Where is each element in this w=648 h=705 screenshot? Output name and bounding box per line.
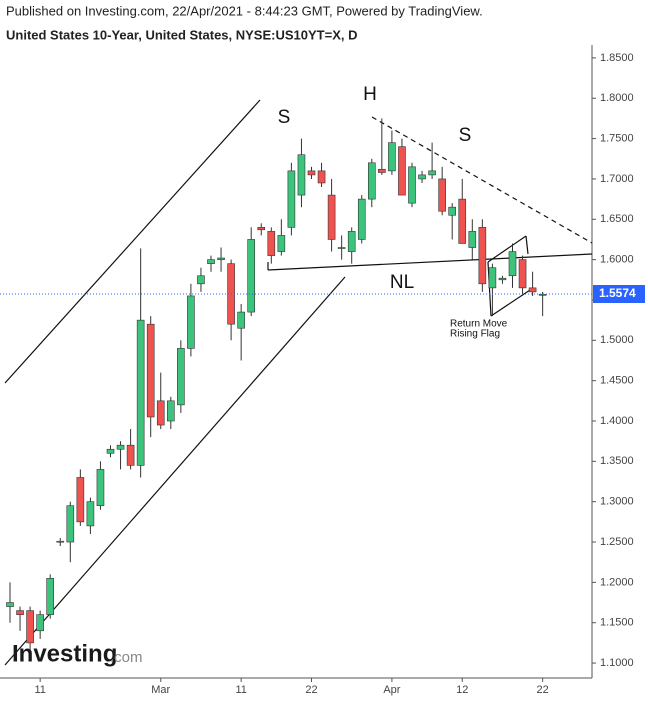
candle-body: [518, 259, 527, 289]
candle-body: [267, 231, 276, 256]
annotation: NL: [390, 272, 414, 293]
candle-body: [498, 277, 507, 281]
candle-body: [86, 501, 95, 527]
candle-body: [327, 194, 336, 240]
candle-body: [156, 400, 165, 426]
instrument-title: United States 10-Year, United States, NY…: [6, 27, 357, 42]
x-tick-label: 11: [235, 684, 246, 696]
y-tick-label: 1.2500: [600, 536, 634, 548]
lower-channel: [4, 276, 346, 666]
y-tick-label: 1.2000: [600, 576, 634, 588]
y-tick-label: 1.7000: [600, 173, 634, 185]
candle-body: [26, 610, 34, 644]
candle-body: [398, 146, 406, 196]
candle-body: [6, 602, 14, 607]
candle-body: [257, 227, 266, 231]
candle-body: [197, 275, 205, 285]
candle-body: [378, 168, 386, 173]
candle-body: [106, 448, 115, 454]
candle-body: [317, 170, 326, 184]
y-tick-label: 1.1000: [600, 657, 634, 669]
candle-body: [367, 162, 376, 200]
candle-body: [458, 198, 467, 244]
descending-line: [371, 116, 593, 244]
candle-body: [207, 259, 215, 264]
candle-body: [146, 323, 155, 418]
annotation: S: [278, 107, 291, 128]
candle-body: [468, 231, 477, 248]
candle-body: [488, 267, 497, 289]
candle-body: [448, 206, 457, 216]
candle-body: [388, 142, 396, 172]
y-tick-label: 1.1500: [600, 617, 634, 629]
x-tick-label: Mar: [151, 684, 170, 696]
y-tick-label: 1.4000: [600, 415, 634, 427]
x-tick-label: Apr: [383, 684, 400, 696]
candle-body: [16, 610, 24, 615]
candle-body: [307, 170, 316, 176]
candle-body: [136, 319, 145, 466]
candle-body: [217, 257, 225, 260]
candle-body: [357, 198, 366, 240]
candle-body: [96, 469, 105, 507]
candle-body: [428, 170, 436, 176]
y-tick-label: 1.6500: [600, 213, 634, 225]
annotation: Rising Flag: [450, 329, 500, 340]
candle-body: [528, 287, 537, 293]
candle-body: [46, 578, 55, 615]
annotation: S: [459, 125, 472, 146]
candle-body: [538, 294, 547, 296]
y-tick-label: 1.7500: [600, 133, 634, 145]
candle-body: [187, 295, 195, 349]
candle-body: [237, 311, 245, 329]
trend-lines: [4, 99, 593, 666]
candle-body: [418, 174, 426, 180]
candle-body: [347, 231, 356, 252]
candle-body: [247, 239, 255, 313]
candle-body: [408, 166, 416, 204]
neckline: [267, 253, 593, 271]
flag-lower: [490, 287, 534, 317]
annotation: Return Move: [450, 319, 508, 330]
candle-body: [438, 178, 446, 212]
candle-body: [337, 247, 346, 249]
published-note: Published on Investing.com, 22/Apr/2021 …: [6, 3, 483, 18]
flag-side: [525, 235, 529, 255]
candle-body: [167, 400, 175, 422]
upper-channel: [4, 99, 261, 384]
y-tick-label: 1.3000: [600, 496, 634, 508]
candle-body: [116, 444, 125, 450]
annotation: H: [363, 84, 377, 105]
y-tick-label: 1.8000: [600, 92, 634, 104]
x-tick-label: 12: [456, 684, 468, 696]
flag-upper: [487, 235, 527, 263]
candle-body: [297, 154, 306, 196]
candle-body: [478, 227, 487, 285]
candle-body: [508, 251, 517, 277]
y-tick-label: 1.5000: [600, 334, 634, 346]
y-tick-label: 1.6000: [600, 254, 634, 266]
candle-body: [277, 235, 286, 252]
candle-body: [56, 540, 65, 543]
candle-body: [66, 505, 75, 543]
last-price-tag: [593, 284, 645, 303]
candle-body: [177, 348, 185, 406]
candle-body: [36, 614, 44, 632]
logo-brand: Investing: [12, 640, 117, 667]
candle-body: [287, 170, 296, 228]
y-tick-label: 1.8500: [600, 52, 634, 64]
x-tick-label: 22: [537, 684, 549, 696]
last-price-label: 1.5574: [599, 286, 636, 300]
flag-pole: [487, 261, 492, 317]
candle-body: [126, 444, 135, 466]
candle-body: [76, 477, 85, 523]
x-tick-label: 22: [305, 684, 317, 696]
y-tick-label: 1.3500: [600, 455, 634, 467]
logo-suffix: .com: [110, 649, 143, 666]
x-tick-label: 11: [34, 684, 45, 696]
y-tick-label: 1.4500: [600, 375, 634, 387]
